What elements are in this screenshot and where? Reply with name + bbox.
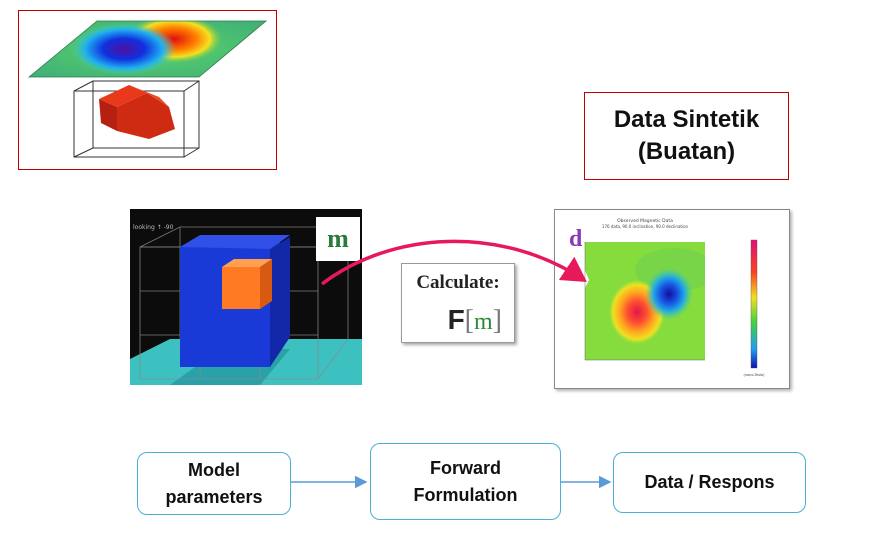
data-badge: d bbox=[569, 226, 583, 252]
bracket-open: [ bbox=[464, 305, 474, 336]
bracket-close: ] bbox=[492, 305, 502, 336]
observed-data-map: d Observed Magnetic Data 176 data, 90.0 … bbox=[554, 209, 790, 389]
forward-formulation-line-1: Forward bbox=[429, 457, 501, 478]
anomaly-model-illustration bbox=[18, 10, 277, 170]
operator-letter: F bbox=[447, 304, 465, 335]
forward-formulation-box: Forward Formulation bbox=[370, 443, 561, 520]
model-corner-text: looking ↑ -90 bbox=[133, 224, 174, 231]
anomaly-body bbox=[99, 85, 175, 139]
title-line-1: Data Sintetik bbox=[613, 105, 760, 133]
calculate-box: Calculate: F[m] bbox=[401, 263, 515, 343]
colorbar-unit: (nano-Tesla) bbox=[743, 373, 765, 377]
forward-formulation-line-2: Formulation bbox=[413, 484, 518, 505]
data-respons-box: Data / Respons bbox=[613, 452, 806, 513]
synthetic-data-title: Data Sintetik (Buatan) bbox=[584, 92, 789, 180]
model-parameter-image: m looking ↑ -90 bbox=[130, 209, 362, 385]
map-title-line-1: Observed Magnetic Data bbox=[617, 218, 673, 224]
forward-operator-formula: F[m] bbox=[448, 304, 502, 337]
map-title-line-2: 176 data, 90.0 inclination, 90.0 declina… bbox=[602, 224, 689, 229]
operator-argument: m bbox=[474, 309, 493, 335]
calculate-label: Calculate: bbox=[416, 272, 500, 293]
data-respons-label: Data / Respons bbox=[644, 472, 775, 492]
model-parameters-line-1: Model bbox=[188, 459, 240, 480]
model-parameters-line-2: parameters bbox=[165, 486, 263, 507]
model-parameters-box: Model parameters bbox=[137, 452, 291, 515]
calculate-arrow bbox=[320, 239, 587, 286]
title-line-2: (Buatan) bbox=[637, 138, 736, 165]
model-badge: m bbox=[327, 224, 349, 253]
